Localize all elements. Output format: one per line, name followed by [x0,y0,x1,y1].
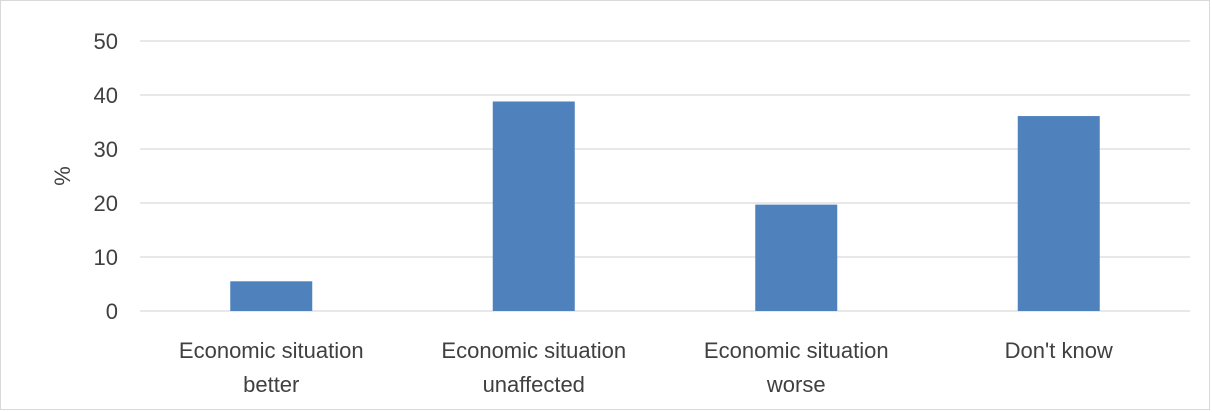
y-tick-label: 50 [94,29,118,54]
y-tick-label: 0 [106,299,118,324]
bar-3 [1017,116,1100,311]
y-tick-label: 10 [94,245,118,270]
x-category-label: Don't know [1005,338,1113,363]
y-tick-label: 30 [94,137,118,162]
bar-2 [755,204,838,311]
y-axis-ticks: 0 10 20 30 40 50 [94,29,118,324]
y-tick-label: 20 [94,191,118,216]
y-axis-label: % [50,166,75,186]
bar-1 [492,101,575,311]
x-category-label: Economic situation worse [704,338,889,397]
x-category-label: Economic situation unaffected [441,338,626,397]
bar-0 [230,281,313,311]
y-tick-label: 40 [94,83,118,108]
bars [230,101,1100,311]
x-category-label: Economic situation better [179,338,364,397]
x-axis-categories: Economic situation better Economic situati… [179,338,1113,397]
gridlines [140,40,1190,312]
